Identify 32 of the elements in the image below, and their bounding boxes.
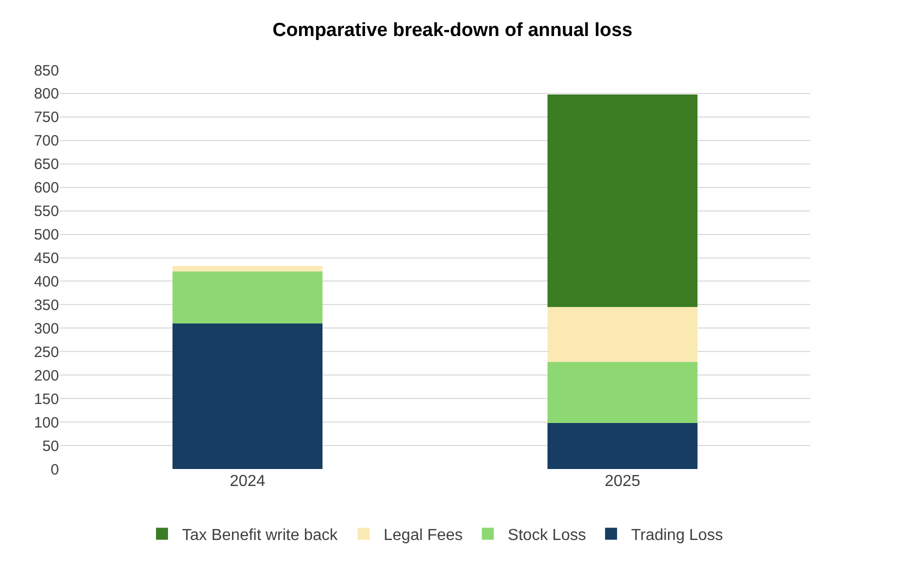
y-tick-label: 400: [34, 273, 59, 290]
y-tick-label: 450: [34, 250, 59, 268]
y-tick-label: 0: [50, 461, 59, 478]
y-tick-label: 250: [34, 344, 59, 361]
bar: [172, 266, 322, 272]
y-tick-label: 200: [34, 367, 59, 384]
y-tick-label: 850: [34, 62, 59, 80]
y-tick-label: 350: [34, 296, 59, 314]
legend-label: Stock Loss: [508, 527, 586, 544]
y-tick-label: 800: [34, 86, 59, 103]
legend-label: Tax Benefit write back: [182, 527, 339, 544]
y-tick-label: 700: [34, 132, 59, 150]
bar: [548, 307, 698, 362]
y-tick-label: 50: [42, 438, 59, 455]
bar: [172, 271, 322, 324]
legend-label: Trading Loss: [631, 527, 723, 544]
bar: [548, 423, 698, 469]
y-tick-label: 750: [34, 109, 59, 126]
y-tick-label: 150: [34, 390, 59, 408]
y-tick-label: 100: [34, 414, 59, 432]
y-tick-label: 650: [34, 156, 59, 174]
bar: [548, 362, 698, 423]
chart-title: Comparative break-down of annual loss: [272, 20, 633, 41]
y-tick-label: 550: [34, 203, 59, 220]
bar: [172, 323, 322, 469]
x-tick-label: 2025: [604, 473, 640, 490]
y-tick-label: 300: [34, 320, 59, 338]
y-tick-label: 500: [34, 226, 59, 244]
x-tick-label: 2024: [230, 473, 266, 490]
legend-label: Legal Fees: [384, 527, 463, 544]
y-tick-label: 600: [34, 180, 59, 197]
bar: [548, 94, 698, 308]
